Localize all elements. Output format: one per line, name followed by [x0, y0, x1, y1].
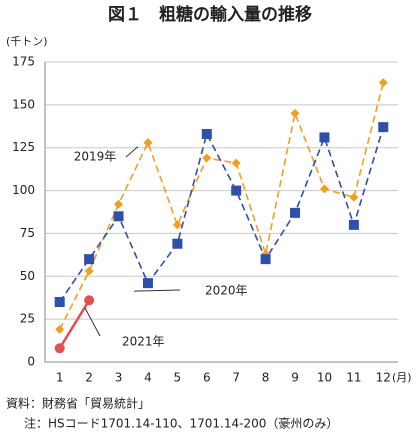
marker [319, 184, 329, 194]
x-tick-label: 5 [174, 371, 182, 385]
x-tick-label: 10 [317, 371, 332, 385]
y-tick-label: 25 [20, 312, 35, 326]
marker [114, 199, 124, 209]
x-tick-label: 12 [376, 371, 391, 385]
marker [84, 254, 95, 265]
marker [143, 138, 153, 148]
marker [55, 324, 65, 334]
marker [54, 297, 65, 307]
series-label: 2021年 [122, 335, 165, 349]
y-tick-label: 50 [20, 269, 35, 283]
y-tick-label: 100 [12, 183, 35, 197]
note: 資料：財務省「貿易統計」 [6, 396, 150, 411]
series-line [58, 299, 91, 349]
y-tick-label: 0 [27, 355, 35, 369]
x-unit: (月) [392, 371, 412, 384]
y-unit: (千トン) [6, 35, 48, 48]
note: 注：HSコード1701.14-110、1701.14-200（豪州のみ） [24, 416, 338, 431]
marker [231, 185, 242, 196]
marker [349, 192, 359, 202]
x-tick-label: 4 [144, 371, 152, 385]
x-tick-label: 11 [346, 371, 361, 385]
series-label: 2019年 [74, 150, 117, 164]
y-tick-label: 150 [12, 97, 35, 111]
marker [348, 219, 359, 230]
marker [54, 343, 65, 354]
marker [172, 220, 182, 230]
marker [201, 129, 212, 139]
marker [290, 108, 300, 118]
y-tick-label: 125 [12, 140, 35, 154]
x-tick-label: 8 [262, 371, 270, 385]
series-label: 2020年 [205, 284, 248, 298]
marker [113, 211, 124, 222]
leader-line [84, 308, 101, 337]
marker [142, 278, 153, 289]
leader-line [133, 289, 181, 292]
marker [378, 122, 389, 133]
chart-title: 図１ 粗糖の輸入量の推移 [108, 4, 312, 25]
marker [84, 266, 94, 276]
x-tick-label: 7 [232, 371, 240, 385]
marker [260, 254, 271, 265]
marker [202, 153, 212, 163]
marker [172, 238, 183, 249]
marker [290, 207, 301, 218]
x-tick-label: 6 [203, 371, 211, 385]
x-tick-label: 9 [291, 371, 299, 385]
y-tick-label: 75 [20, 226, 35, 240]
x-tick-label: 1 [56, 371, 64, 385]
x-tick-label: 3 [115, 371, 123, 385]
y-tick-label: 175 [12, 55, 35, 69]
x-tick-label: 2 [85, 371, 93, 385]
leader-line [125, 146, 139, 158]
marker [319, 132, 330, 143]
marker [231, 158, 241, 168]
marker [378, 78, 388, 88]
series-line [59, 126, 385, 303]
marker [84, 295, 95, 306]
